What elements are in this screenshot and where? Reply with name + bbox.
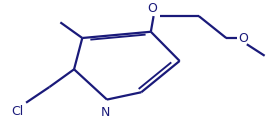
Text: O: O — [238, 31, 248, 45]
Text: Cl: Cl — [11, 105, 23, 118]
Text: O: O — [147, 2, 157, 15]
Text: N: N — [101, 106, 110, 119]
